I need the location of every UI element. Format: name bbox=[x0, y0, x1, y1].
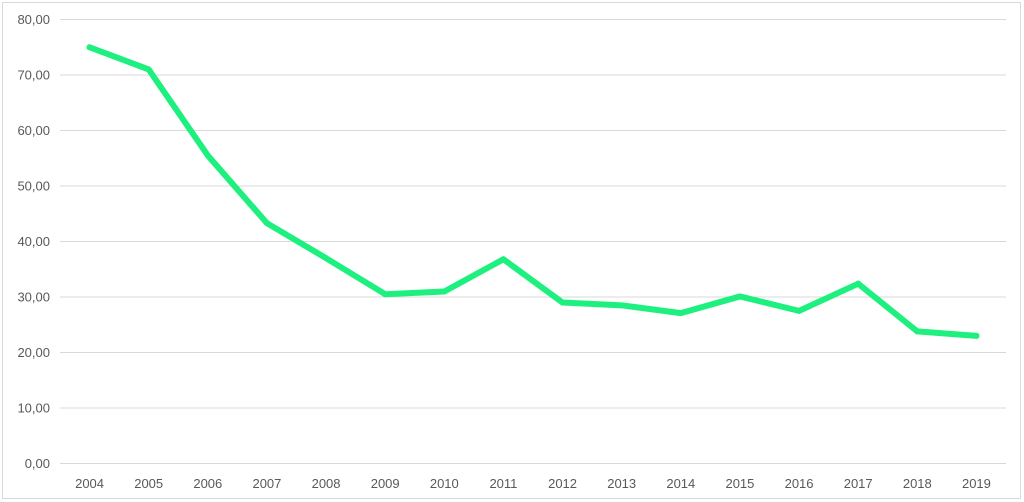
data-point bbox=[145, 66, 152, 73]
series-line bbox=[86, 44, 980, 339]
y-tick-label: 60,00 bbox=[17, 123, 50, 138]
x-tick-label: 2007 bbox=[252, 476, 281, 491]
data-point bbox=[796, 307, 803, 314]
data-point bbox=[855, 280, 862, 287]
gridlines bbox=[60, 19, 1006, 464]
data-point bbox=[973, 332, 980, 339]
data-point bbox=[323, 255, 330, 262]
y-tick-label: 70,00 bbox=[17, 68, 50, 83]
data-point bbox=[204, 152, 211, 159]
x-tick-label: 2018 bbox=[903, 476, 932, 491]
data-point bbox=[736, 293, 743, 300]
x-tick-label: 2011 bbox=[489, 476, 517, 491]
y-tick-label: 80,00 bbox=[17, 12, 50, 27]
data-point bbox=[559, 299, 566, 306]
y-tick-label: 20,00 bbox=[17, 345, 50, 360]
x-tick-label: 2013 bbox=[607, 476, 636, 491]
x-tick-label: 2015 bbox=[725, 476, 754, 491]
data-point bbox=[86, 44, 93, 51]
data-point bbox=[618, 302, 625, 309]
x-tick-label: 2012 bbox=[548, 476, 577, 491]
x-tick-label: 2019 bbox=[962, 476, 991, 491]
y-tick-label: 0,00 bbox=[25, 456, 50, 471]
y-tick-label: 10,00 bbox=[17, 401, 50, 416]
y-tick-label: 30,00 bbox=[17, 290, 50, 305]
y-tick-label: 40,00 bbox=[17, 234, 50, 249]
x-tick-label: 2009 bbox=[371, 476, 400, 491]
x-tick-label: 2010 bbox=[430, 476, 459, 491]
x-tick-label: 2017 bbox=[844, 476, 873, 491]
x-tick-label: 2006 bbox=[193, 476, 222, 491]
x-tick-label: 2016 bbox=[785, 476, 814, 491]
x-tick-label: 2004 bbox=[75, 476, 104, 491]
x-tick-label: 2014 bbox=[666, 476, 695, 491]
y-axis-tick-labels: 0,00 10,00 20,00 30,00 40,00 50,00 60,00 70,00 8… bbox=[17, 12, 50, 471]
data-point bbox=[677, 310, 684, 317]
data-point bbox=[500, 256, 507, 263]
data-point bbox=[263, 220, 270, 227]
y-tick-label: 50,00 bbox=[17, 179, 50, 194]
data-point bbox=[382, 291, 389, 298]
data-point bbox=[441, 288, 448, 295]
data-point bbox=[914, 328, 921, 335]
x-tick-label: 2005 bbox=[134, 476, 163, 491]
x-tick-label: 2008 bbox=[312, 476, 341, 491]
x-axis-tick-labels: 2004 2005 2006 2007 2008 2009 2010 2011 2012 2013… bbox=[75, 476, 991, 491]
series-lines bbox=[86, 44, 980, 339]
